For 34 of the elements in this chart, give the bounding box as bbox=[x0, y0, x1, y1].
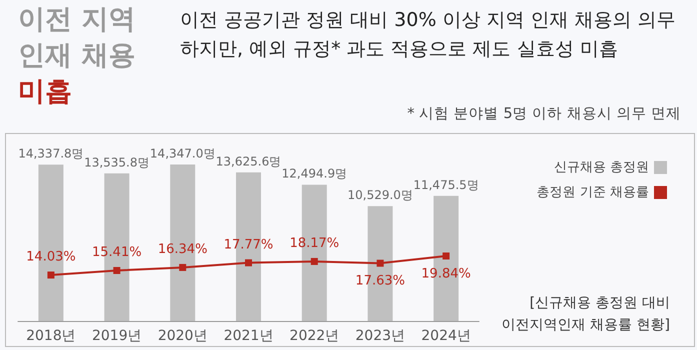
point bbox=[376, 260, 384, 267]
data-label: 14,337.8명 bbox=[18, 146, 84, 161]
text: * 시험 분야별 5명 이하 채용시 의무 면제 bbox=[407, 105, 681, 123]
point bbox=[179, 264, 186, 271]
data-label: 13,535.8명 bbox=[84, 155, 150, 170]
x-tick-label: 2023년 bbox=[355, 328, 406, 344]
data-label: 10,529.0명 bbox=[347, 188, 413, 202]
data-label: 17.63% bbox=[355, 274, 406, 289]
point bbox=[47, 272, 54, 279]
data-label: 15.41% bbox=[92, 245, 142, 260]
chart-subtitle: 이전 공공기관 정원 대비 30% 이상 지역 인재 채용의 의무 하지만, 예외 규정* 과도 적용으로 제도 실효성 미흡 bbox=[180, 8, 676, 62]
point bbox=[113, 267, 120, 274]
data-label: 18.17% bbox=[290, 236, 340, 251]
x-tick-label: 2018년 bbox=[26, 328, 76, 344]
point bbox=[442, 252, 450, 260]
x-tick-label: 2020년 bbox=[158, 328, 208, 344]
legend-label: 총정원 기준 채용률 bbox=[536, 185, 649, 200]
x-tick-label: 2021년 bbox=[224, 328, 274, 344]
legend-label: 신규채용 총정원 bbox=[554, 160, 649, 175]
x-tick-label: 2022년 bbox=[290, 328, 340, 344]
data-label: 16.34% bbox=[158, 242, 208, 257]
point bbox=[245, 259, 252, 266]
point bbox=[310, 258, 318, 265]
data-label: 14.03% bbox=[26, 250, 76, 265]
data-label: 19.84% bbox=[421, 266, 471, 282]
x-tick-label: 2019년 bbox=[92, 328, 142, 344]
data-label: 13,625.6명 bbox=[216, 154, 282, 168]
data-label: 11,475.5명 bbox=[413, 178, 479, 192]
data-label: 17.77% bbox=[224, 237, 274, 252]
data-label: 12,494.9명 bbox=[282, 166, 348, 181]
data-label: 14,347.0명 bbox=[150, 146, 216, 161]
chart-title: 이전 지역 인재 채용 미흡 bbox=[18, 3, 136, 109]
text: [신규채용 총정원 대비 이전지역인재 채용률 현황] bbox=[502, 294, 670, 335]
x-tick-label: 2024년 bbox=[421, 328, 471, 344]
